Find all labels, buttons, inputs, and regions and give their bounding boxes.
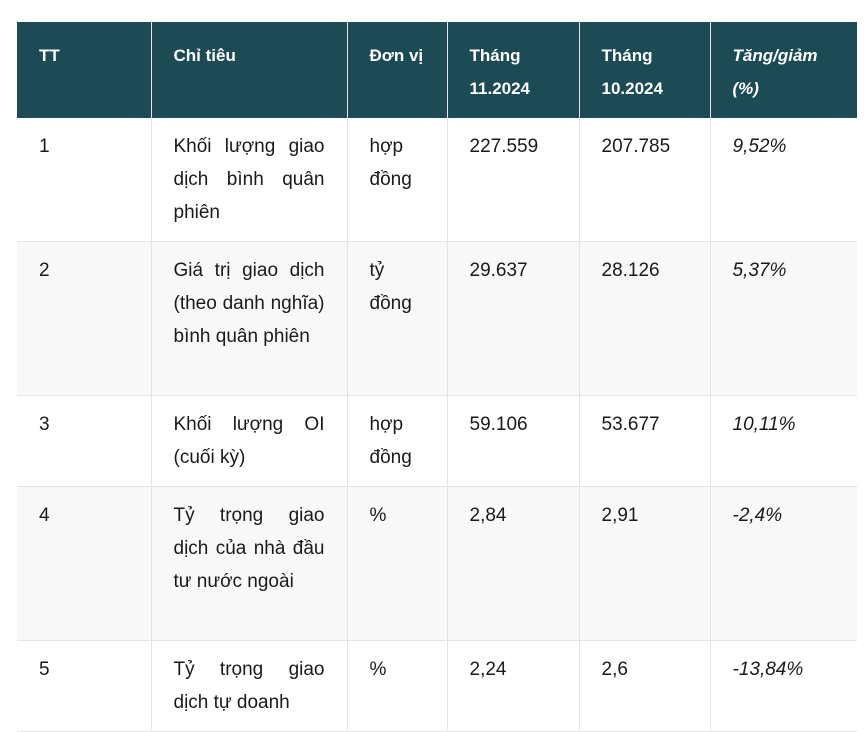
cell-thang-11: 2,24 [447, 640, 580, 732]
header-tang-giam: Tăng/giảm (%) [710, 22, 857, 118]
cell-thang-10: 28.126 [579, 241, 711, 396]
header-tt: TT [17, 22, 152, 118]
table-row: 1 Khối lượng giao dịch bình quân phiên h… [17, 118, 857, 242]
cell-tt: 3 [17, 395, 152, 487]
cell-tang-giam: 10,11% [710, 395, 857, 487]
header-chi-tieu: Chỉ tiêu [151, 22, 348, 118]
table-row: 5 Tỷ trọng giao dịch tự doanh % 2,24 2,6… [17, 640, 857, 732]
table-body: 1 Khối lượng giao dịch bình quân phiên h… [17, 118, 857, 732]
table-row: 4 Tỷ trọng giao dịch của nhà đầu tư nước… [17, 486, 857, 641]
cell-chi-tieu: Khối lượng OI (cuối kỳ) [151, 395, 348, 487]
table-row: 3 Khối lượng OI (cuối kỳ) hợp đồng 59.10… [17, 395, 857, 487]
cell-tang-giam: -2,4% [710, 486, 857, 641]
cell-thang-10: 53.677 [579, 395, 711, 487]
table-row: 2 Giá trị giao dịch (theo danh nghĩa) bì… [17, 241, 857, 396]
cell-don-vi: % [347, 486, 448, 641]
cell-tang-giam: 5,37% [710, 241, 857, 396]
header-don-vi: Đơn vị [347, 22, 448, 118]
cell-don-vi: hợp đồng [347, 118, 448, 242]
header-thang-10: Tháng 10.2024 [579, 22, 711, 118]
cell-tt: 1 [17, 118, 152, 242]
cell-thang-11: 29.637 [447, 241, 580, 396]
cell-chi-tieu: Tỷ trọng giao dịch tự doanh [151, 640, 348, 732]
cell-don-vi: % [347, 640, 448, 732]
cell-tt: 4 [17, 486, 152, 641]
market-stats-table: TT Chỉ tiêu Đơn vị Tháng 11.2024 Tháng 1… [17, 22, 857, 732]
cell-thang-10: 2,6 [579, 640, 711, 732]
cell-thang-10: 207.785 [579, 118, 711, 242]
cell-tt: 5 [17, 640, 152, 732]
cell-don-vi: tỷ đồng [347, 241, 448, 396]
cell-chi-tieu: Tỷ trọng giao dịch của nhà đầu tư nước n… [151, 486, 348, 641]
cell-don-vi: hợp đồng [347, 395, 448, 487]
cell-chi-tieu: Khối lượng giao dịch bình quân phiên [151, 118, 348, 242]
cell-thang-11: 59.106 [447, 395, 580, 487]
cell-tang-giam: 9,52% [710, 118, 857, 242]
header-row: TT Chỉ tiêu Đơn vị Tháng 11.2024 Tháng 1… [17, 22, 857, 118]
table-header: TT Chỉ tiêu Đơn vị Tháng 11.2024 Tháng 1… [17, 22, 857, 118]
cell-thang-10: 2,91 [579, 486, 711, 641]
cell-thang-11: 2,84 [447, 486, 580, 641]
cell-tt: 2 [17, 241, 152, 396]
cell-thang-11: 227.559 [447, 118, 580, 242]
cell-tang-giam: -13,84% [710, 640, 857, 732]
cell-chi-tieu: Giá trị giao dịch (theo danh nghĩa) bình… [151, 241, 348, 396]
header-thang-11: Tháng 11.2024 [447, 22, 580, 118]
